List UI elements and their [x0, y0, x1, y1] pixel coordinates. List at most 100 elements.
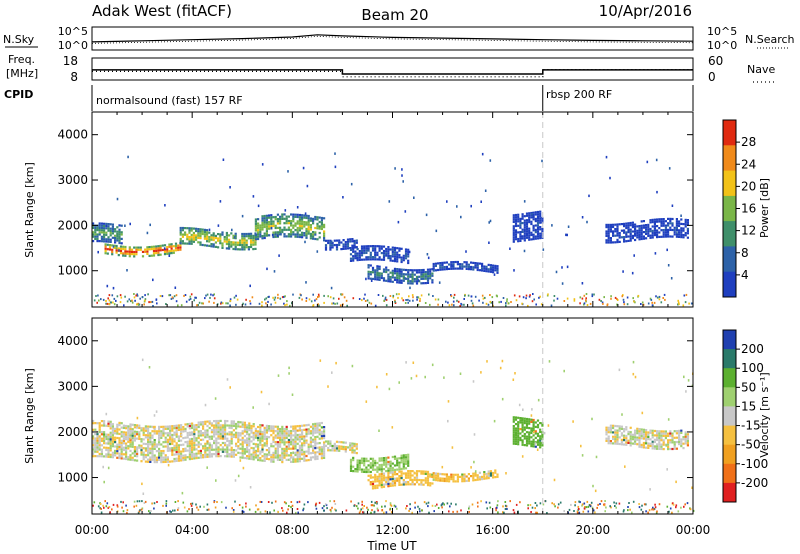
rti-cell [481, 152, 484, 156]
rti-cell [673, 233, 676, 236]
rti-cell [292, 443, 295, 446]
rti-cell [285, 458, 288, 461]
rti-cell [263, 431, 266, 434]
rti-cell [452, 263, 455, 266]
rti-cell [197, 443, 200, 446]
rti-cell [197, 236, 200, 239]
rti-cell [98, 448, 101, 451]
rti-cell [673, 443, 676, 446]
rti-cell [374, 258, 377, 261]
rti-cell [394, 302, 397, 304]
rti-cell [97, 250, 99, 254]
rti-cell [107, 240, 110, 243]
rti-cell [193, 428, 196, 431]
rti-cell [298, 213, 301, 217]
rti-cell [485, 302, 488, 305]
rti-cell [391, 473, 394, 476]
rti-cell [208, 231, 211, 234]
rti-cell [305, 227, 308, 231]
rti-cell [645, 503, 647, 506]
rti-cell [147, 427, 150, 430]
rti-cell [338, 440, 341, 444]
rti-cell [616, 241, 619, 244]
rti-cell [151, 436, 154, 439]
rti-cell [118, 448, 121, 451]
rti-cell [243, 235, 246, 238]
rti-cell [649, 236, 652, 239]
rti-cell [398, 281, 401, 284]
rti-cell [169, 434, 172, 437]
rti-cell [445, 300, 447, 303]
rti-cell [437, 477, 440, 480]
rti-cell [105, 448, 108, 452]
rti-cell [180, 426, 183, 429]
rti-cell [655, 511, 658, 514]
rti-cell [385, 483, 388, 486]
rti-cell [429, 475, 432, 478]
colorbar-tick-label: -200 [741, 476, 768, 490]
rti-cell [669, 226, 672, 229]
rti-cell [212, 243, 215, 246]
rti-cell [250, 453, 253, 456]
rti-cell [391, 475, 394, 478]
rti-cell [382, 483, 386, 486]
rti-cell [467, 473, 470, 476]
rti-cell [254, 236, 257, 239]
rti-cell [387, 275, 390, 278]
rti-cell [352, 465, 355, 468]
rti-cell [144, 449, 147, 452]
rti-cell [316, 442, 319, 445]
rti-cell [261, 450, 264, 453]
rti-cell [629, 433, 632, 436]
rti-cell [234, 243, 237, 246]
rti-cell [491, 296, 494, 299]
rti-cell [239, 443, 242, 446]
rti-cell [94, 439, 97, 442]
rti-cell [179, 237, 182, 241]
rti-cell [424, 470, 427, 473]
rti-cell [387, 469, 390, 472]
rti-cell [274, 296, 277, 299]
rti-cell [228, 243, 231, 246]
rti-cell [314, 218, 317, 221]
rti-cell [414, 501, 416, 504]
rti-cell [523, 437, 526, 440]
rti-cell [371, 482, 375, 486]
rti-cell [616, 230, 619, 233]
rti-cell [625, 434, 628, 438]
rti-cell [409, 275, 412, 278]
rti-cell [96, 444, 99, 447]
rti-cell [487, 268, 490, 271]
rti-cell [323, 239, 326, 242]
rti-cell [614, 433, 617, 436]
rti-cell [440, 504, 443, 507]
rti-cell [139, 509, 141, 512]
rti-cell [204, 431, 207, 434]
rti-cell [272, 458, 275, 461]
rti-cell [588, 504, 591, 507]
rti-cell [416, 298, 418, 301]
nave-label: Nave [747, 63, 775, 76]
rti-cell [305, 230, 308, 233]
rti-cell [532, 224, 535, 227]
rti-cell [108, 506, 111, 508]
rti-cell [400, 454, 403, 457]
rti-cell [245, 232, 248, 236]
rti-cell [354, 470, 357, 473]
rti-cell [489, 300, 492, 303]
rti-cell [647, 442, 650, 445]
rti-cell [164, 204, 166, 207]
rti-cell [226, 378, 229, 381]
rti-cell [93, 299, 96, 302]
rti-cell [411, 275, 414, 278]
rti-cell [528, 420, 531, 423]
rti-cell [320, 227, 323, 231]
rti-cell [217, 422, 220, 425]
rti-cell [225, 247, 228, 250]
rti-cell [413, 483, 416, 486]
rti-cell [96, 240, 99, 243]
rti-cell [412, 299, 414, 302]
rti-cell [374, 462, 377, 465]
rti-cell [116, 443, 119, 446]
rti-cell [246, 448, 249, 451]
